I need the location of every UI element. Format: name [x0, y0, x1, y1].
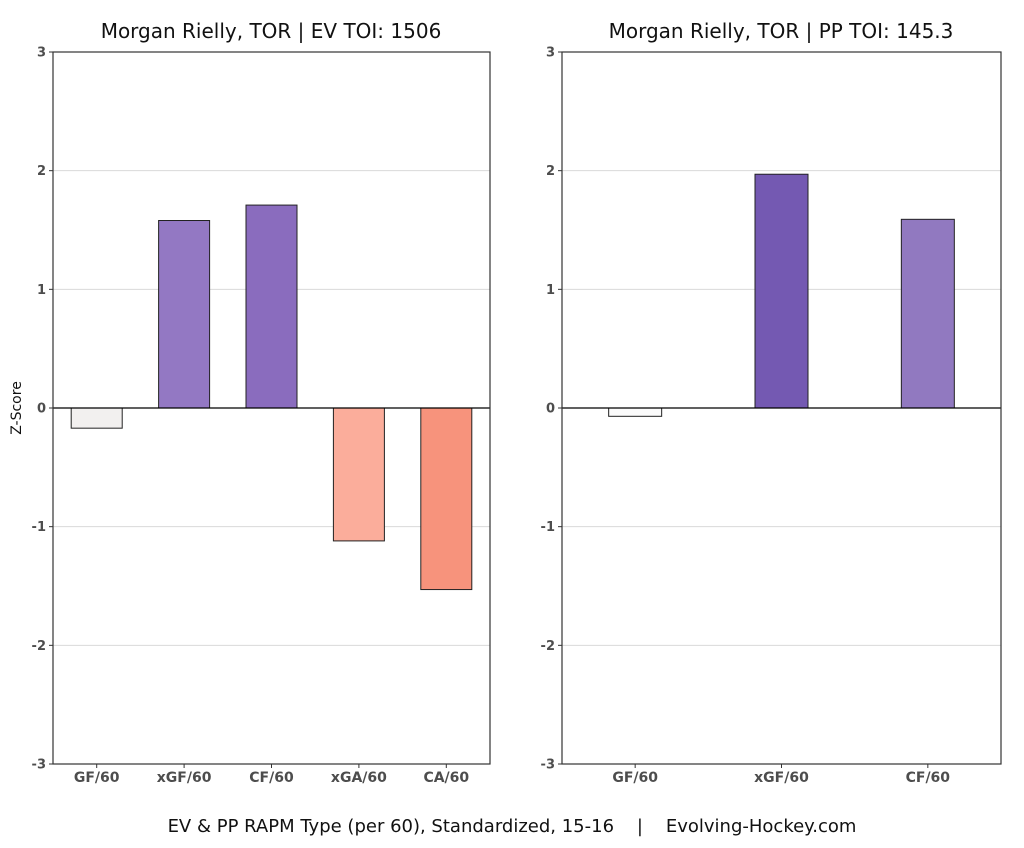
chart-panel-1: Morgan Rielly, TOR | EV TOI: 1506 3 2 1 0 -1 -…: [9, 19, 491, 786]
y-tick-label: 1: [546, 283, 555, 298]
y-tick-label: -1: [541, 520, 555, 535]
x-tick-label: GF/60: [612, 770, 658, 786]
x-tick-label: CF/60: [906, 770, 951, 786]
plot-frame: [52, 51, 491, 765]
y-tick-label: 0: [37, 402, 46, 417]
y-tick-label: 0: [546, 402, 555, 417]
bar-xgf-60: [754, 173, 809, 409]
x-tick-label: CF/60: [249, 770, 294, 786]
y-tick-label: -2: [541, 639, 555, 654]
plot-frame: [561, 51, 1002, 765]
x-tick-label: xGF/60: [754, 770, 809, 786]
bar-ca-60: [420, 407, 473, 591]
y-tick-label: -2: [32, 639, 46, 654]
y-tick-label: 2: [37, 164, 46, 179]
y-tick-label: -3: [32, 758, 46, 773]
x-tick-label: CA/60: [423, 770, 469, 786]
y-tick-label: 2: [546, 164, 555, 179]
y-tick-label: -3: [541, 758, 555, 773]
chart-panels: Morgan Rielly, TOR | EV TOI: 1506 3 2 1 0 -1 -…: [9, 19, 1002, 786]
figure-caption: EV & PP RAPM Type (per 60), Standardized…: [168, 816, 857, 837]
x-tick-label: xGF/60: [157, 770, 212, 786]
bar-gf-60: [70, 407, 123, 429]
y-tick-label: 1: [37, 283, 46, 298]
y-tick-label: 3: [546, 46, 555, 61]
y-axis-label: Z-Score: [9, 381, 25, 435]
bar-cf-60: [900, 218, 955, 409]
y-tick-label: -1: [32, 520, 46, 535]
y-tick-label: 3: [37, 46, 46, 61]
panel-title: Morgan Rielly, TOR | PP TOI: 145.3: [609, 19, 954, 43]
bar-xga-60: [332, 407, 385, 542]
bar-gf-60: [608, 407, 663, 417]
x-tick-label: xGA/60: [331, 770, 387, 786]
chart-panel-2: Morgan Rielly, TOR | PP TOI: 145.3 3 2 1 0 -1…: [541, 19, 1002, 786]
panel-title: Morgan Rielly, TOR | EV TOI: 1506: [101, 19, 442, 43]
bar-cf-60: [245, 204, 298, 409]
x-tick-label: GF/60: [74, 770, 120, 786]
bar-xgf-60: [158, 220, 211, 409]
